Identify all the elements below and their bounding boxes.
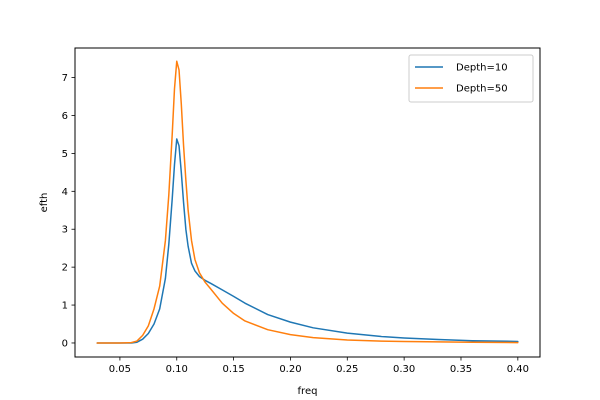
legend: Depth=10 Depth=50 [408,54,534,103]
x-axis-label: freq [298,386,318,397]
y-tick-label: 0 [62,338,68,349]
x-tick-label: 0.15 [222,364,244,375]
legend-label-1: Depth=10 [456,63,508,74]
series-line-1 [96,138,519,344]
y-tick-label: 1 [62,301,68,312]
y-tick-label: 2 [62,263,68,274]
y-tick-label: 7 [62,73,68,84]
y-tick-label: 5 [62,149,68,160]
y-axis: 0 1 2 3 4 5 6 7 [62,73,75,349]
x-tick-label: 0.40 [507,364,529,375]
y-tick-label: 6 [62,111,68,122]
y-tick-label: 3 [62,225,68,236]
plot-area [96,60,519,344]
x-tick-label: 0.30 [393,364,415,375]
x-tick-label: 0.35 [450,364,472,375]
x-tick-label: 0.25 [336,364,358,375]
x-tick-label: 0.10 [166,364,188,375]
x-tick-label: 0.05 [109,364,131,375]
legend-label-2: Depth=50 [456,84,508,95]
y-tick-label: 4 [62,187,68,198]
x-tick-label: 0.20 [279,364,301,375]
x-axis: 0.05 0.10 0.15 0.20 0.25 0.30 0.35 0.40 [109,357,529,375]
y-axis-label: efth [39,193,50,213]
axes-frame [74,47,541,358]
series-line-2 [96,60,519,344]
